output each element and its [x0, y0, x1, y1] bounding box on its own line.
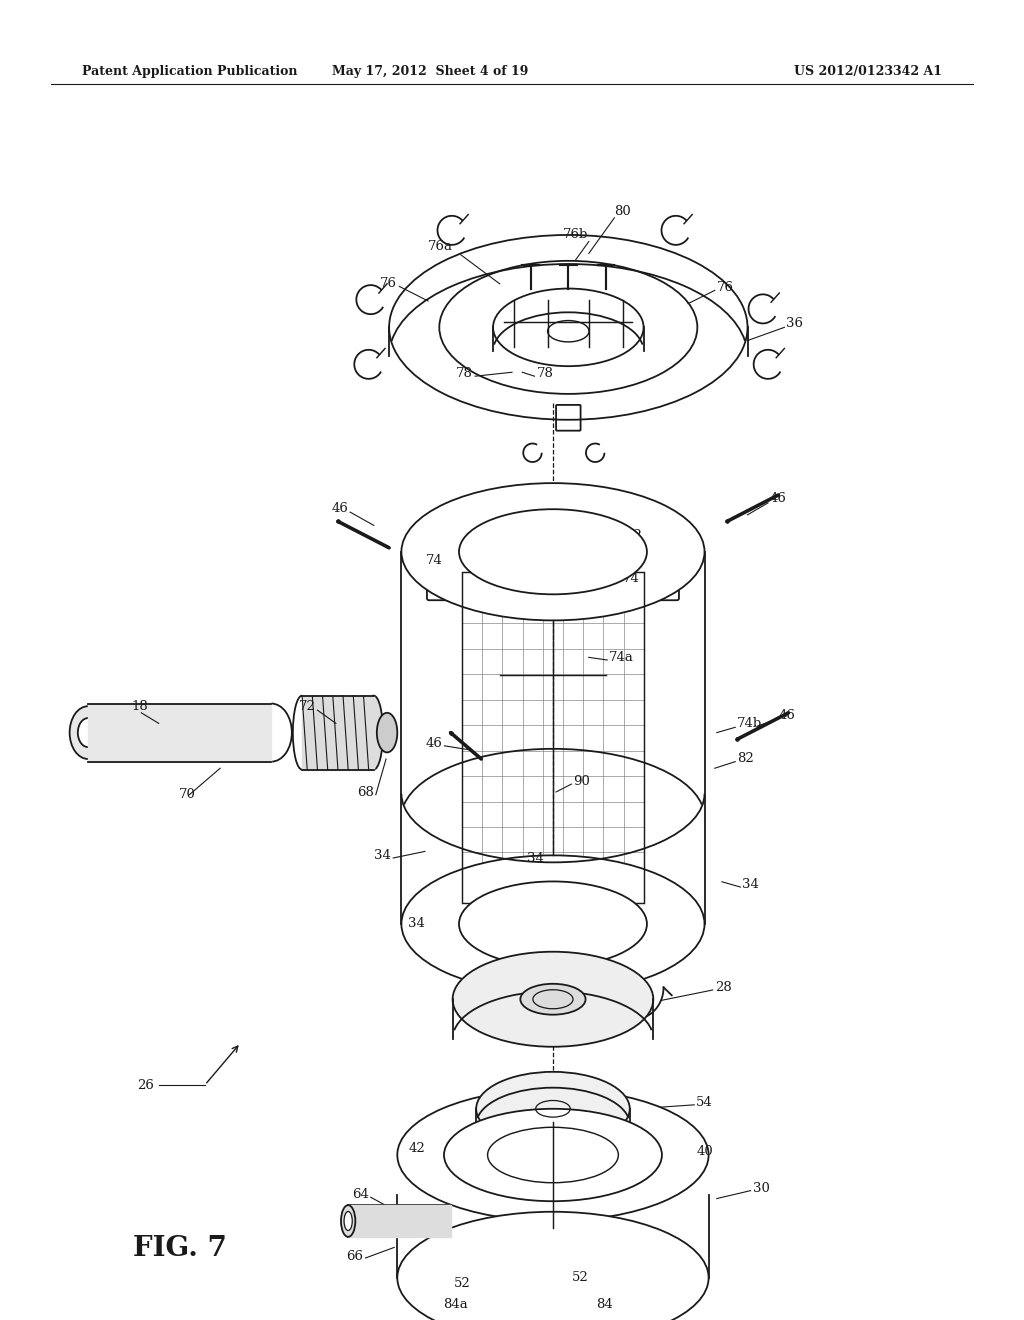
Text: 46: 46 — [332, 502, 348, 515]
Text: 74: 74 — [426, 554, 442, 568]
Text: 46: 46 — [770, 492, 786, 506]
Text: 70: 70 — [179, 788, 196, 801]
Text: 34: 34 — [375, 849, 391, 862]
Text: 72: 72 — [299, 700, 315, 713]
Text: 36: 36 — [786, 317, 804, 330]
Text: 18: 18 — [131, 700, 147, 713]
Text: 64: 64 — [352, 1188, 369, 1201]
Text: 76: 76 — [380, 277, 397, 290]
Text: 84a: 84a — [443, 1298, 468, 1311]
Text: 68: 68 — [357, 785, 374, 799]
Text: US 2012/0123342 A1: US 2012/0123342 A1 — [794, 65, 942, 78]
Polygon shape — [348, 1205, 451, 1237]
Text: 82: 82 — [737, 752, 754, 766]
Text: 54: 54 — [696, 1096, 713, 1109]
FancyBboxPatch shape — [600, 1288, 636, 1320]
Ellipse shape — [401, 855, 705, 993]
Ellipse shape — [453, 952, 653, 1047]
Text: FIG. 7: FIG. 7 — [133, 1236, 227, 1262]
Text: 30: 30 — [753, 1181, 769, 1195]
Ellipse shape — [459, 882, 647, 966]
Text: 52: 52 — [455, 1276, 471, 1290]
Text: 40: 40 — [696, 1144, 713, 1158]
Ellipse shape — [444, 1109, 662, 1201]
Ellipse shape — [397, 1089, 709, 1221]
Text: 84: 84 — [596, 1298, 612, 1311]
Text: 90: 90 — [573, 775, 590, 788]
Text: 76b: 76b — [563, 228, 588, 242]
FancyBboxPatch shape — [470, 1288, 506, 1320]
Text: 74b: 74b — [737, 717, 763, 730]
Ellipse shape — [70, 706, 106, 759]
Text: 78: 78 — [457, 367, 473, 380]
Text: 46: 46 — [426, 737, 442, 750]
Polygon shape — [88, 704, 271, 762]
Ellipse shape — [520, 983, 586, 1015]
Ellipse shape — [459, 510, 647, 594]
Text: 34: 34 — [527, 851, 544, 865]
Ellipse shape — [365, 696, 383, 770]
Text: 66: 66 — [346, 1250, 364, 1263]
Ellipse shape — [401, 483, 705, 620]
Text: 34: 34 — [742, 878, 759, 891]
Ellipse shape — [341, 1205, 355, 1237]
Text: 52: 52 — [571, 1271, 588, 1284]
Text: 42: 42 — [409, 1142, 425, 1155]
Ellipse shape — [377, 713, 397, 752]
Text: 76a: 76a — [428, 240, 453, 253]
Polygon shape — [302, 696, 374, 770]
Text: 78: 78 — [537, 367, 553, 380]
Text: 26: 26 — [137, 1078, 154, 1092]
Text: 74: 74 — [623, 572, 639, 585]
Ellipse shape — [476, 1072, 630, 1146]
Text: 80: 80 — [614, 205, 631, 218]
Text: 46: 46 — [778, 709, 795, 722]
Text: 28: 28 — [715, 981, 731, 994]
Text: May 17, 2012  Sheet 4 of 19: May 17, 2012 Sheet 4 of 19 — [332, 65, 528, 78]
Ellipse shape — [344, 1212, 352, 1230]
Ellipse shape — [397, 1212, 709, 1320]
Ellipse shape — [78, 718, 98, 747]
Text: 80: 80 — [573, 512, 590, 525]
Text: 76: 76 — [717, 281, 734, 294]
FancyBboxPatch shape — [536, 1288, 570, 1320]
Text: 74a: 74a — [609, 651, 634, 664]
Text: 32: 32 — [625, 529, 641, 543]
Text: Patent Application Publication: Patent Application Publication — [82, 65, 297, 78]
Text: 34: 34 — [409, 917, 425, 931]
